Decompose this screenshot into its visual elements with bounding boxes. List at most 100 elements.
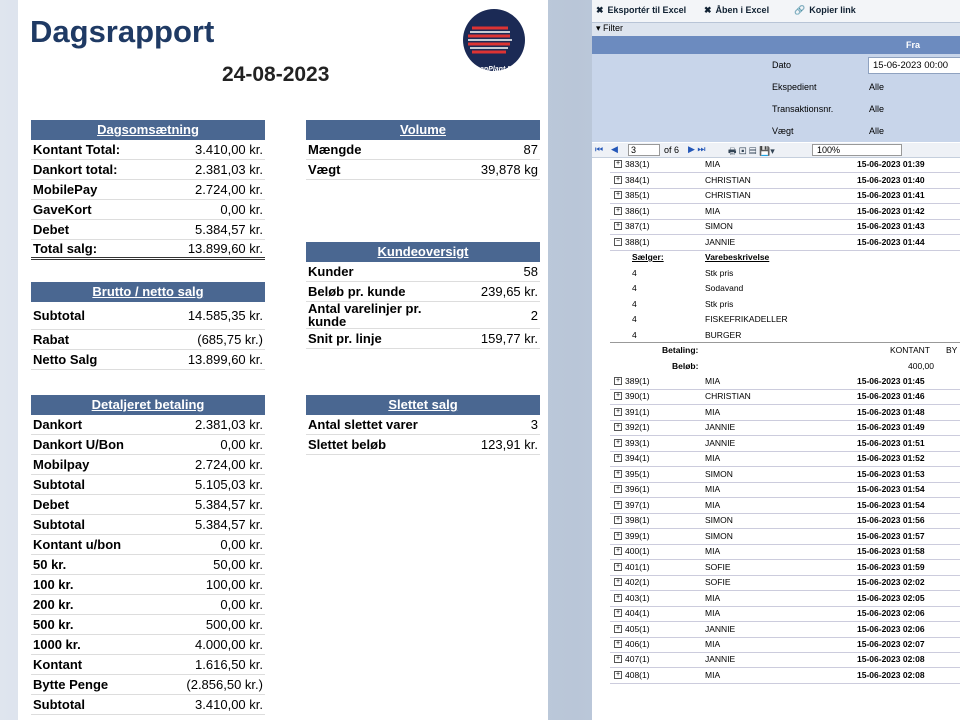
row-id: 390(1) [625, 391, 650, 402]
expand-toggle[interactable]: + [614, 377, 622, 385]
row-id: 391(1) [625, 406, 650, 417]
row-id: 384(1) [625, 174, 650, 185]
report-row: Subtotal 5.105,03 kr. [31, 475, 265, 495]
pager-button[interactable]: ▶ ⏭ [688, 144, 706, 154]
row-value: 100,00 kr. [205, 577, 263, 592]
row-value: 5.384,57 kr. [195, 497, 263, 512]
expand-toggle[interactable]: + [614, 670, 622, 679]
row-separator [610, 528, 960, 530]
expand-toggle[interactable]: + [614, 392, 622, 401]
report-row: 500 kr. 500,00 kr. [31, 615, 265, 635]
row-id: 385(1) [625, 190, 650, 200]
row-value: 2.724,00 kr. [195, 457, 263, 472]
row-time: 15-06-2023 02:06 [857, 623, 925, 634]
expand-toggle[interactable]: + [614, 547, 622, 556]
detail-header: Sælger: [632, 252, 664, 262]
logo-text: ScanPlant Nd [471, 66, 517, 73]
report-row: Rabat (685,75 kr.) [31, 330, 265, 350]
report-row: Bytte Penge (2.856,50 kr.) [31, 675, 265, 695]
report-row: Dankort U/Bon 0,00 kr. [31, 435, 265, 455]
row-value: 13.899,60 kr. [187, 352, 263, 367]
report-row: Subtotal 3.410,00 kr. [31, 695, 265, 715]
filter-bar[interactable]: ▾ Filter [592, 22, 960, 36]
row-label: Antal slettet varer [308, 417, 418, 432]
list-row: +396(1) MIA 15-06-2023 01:54 [592, 484, 960, 499]
expand-toggle[interactable]: + [614, 639, 622, 648]
expand-toggle[interactable]: + [614, 500, 622, 509]
report-row: Dankort 2.381,03 kr. [31, 415, 265, 435]
expand-toggle[interactable]: + [614, 516, 622, 525]
expand-toggle[interactable]: + [614, 206, 622, 215]
toolbar-button[interactable]: ✖ Eksportér til Excel [596, 5, 686, 16]
expand-toggle[interactable]: + [614, 578, 622, 587]
row-name: MIA [705, 376, 721, 386]
item-qty: 4 [632, 267, 637, 278]
row-id: 392(1) [625, 422, 650, 433]
row-label: Dankort [33, 417, 83, 432]
icon: ✖ [596, 5, 604, 15]
row-time: 15-06-2023 01:43 [857, 221, 925, 231]
toolbar-button[interactable]: 🔗 Kopier link [794, 5, 856, 16]
report-title: Dagsrapport [30, 14, 215, 49]
list-row: +406(1) MIA 15-06-2023 02:07 [592, 639, 960, 654]
expand-toggle[interactable]: + [614, 469, 622, 478]
pager-button[interactable]: ⏮ [595, 144, 604, 154]
page-input[interactable]: 3 [628, 144, 660, 156]
expand-toggle[interactable]: + [614, 438, 622, 447]
expand-toggle[interactable]: + [614, 191, 622, 199]
row-label: Kontant u/bon [33, 537, 122, 552]
logo: ScanPlant Nd [463, 9, 525, 73]
expand-toggle[interactable]: + [614, 222, 622, 230]
toolbar-button[interactable]: ✖ Åben i Excel [704, 5, 769, 16]
row-id: 389(1) [625, 376, 650, 386]
row-value: 5.384,57 kr. [195, 517, 263, 532]
expand-toggle[interactable]: + [614, 454, 622, 463]
row-label: Mobilpay [33, 457, 90, 472]
button-label: Kopier link [809, 5, 856, 15]
expand-toggle[interactable]: + [614, 160, 622, 168]
expand-toggle[interactable]: + [614, 562, 622, 571]
row-id: 393(1) [625, 437, 650, 448]
row-time: 15-06-2023 02:08 [857, 654, 925, 665]
icon: ✖ [704, 5, 712, 15]
report-section: Brutto / netto salg Subtotal 14.585,35 kr.… [31, 282, 265, 370]
pager-button[interactable]: ◀ [611, 144, 618, 154]
row-value: 5.384,57 kr. [195, 222, 263, 237]
row-value: 14.585,35 kr. [187, 308, 263, 323]
row-id: 397(1) [625, 499, 650, 510]
row-separator [610, 559, 960, 561]
expand-toggle[interactable]: + [614, 624, 622, 633]
expand-toggle[interactable]: + [614, 593, 622, 602]
row-name: MIA [705, 205, 721, 216]
expand-toggle[interactable]: + [614, 609, 622, 618]
expand-toggle[interactable]: + [614, 531, 622, 540]
row-id: 408(1) [625, 669, 650, 680]
expand-toggle[interactable]: − [614, 237, 622, 246]
toolbar-icons[interactable]: 🖶 ▣ ▤ 💾▾ [728, 146, 775, 156]
row-label: Antal varelinjer pr. kunde [308, 301, 422, 329]
row-label: Subtotal [33, 477, 85, 492]
report-date: 24-08-2023 [222, 63, 330, 86]
row-separator [610, 404, 960, 406]
row-name: MIA [705, 484, 721, 495]
row-name: MIA [705, 499, 721, 510]
expand-toggle[interactable]: + [614, 175, 622, 184]
item-qty: 4 [632, 329, 637, 340]
row-label: Beløb pr. kunde [308, 284, 406, 299]
row-id: 386(1) [625, 205, 650, 216]
expand-toggle[interactable]: + [614, 407, 622, 416]
row-id: 388(1) [625, 236, 650, 247]
item-name: FISKEFRIKADELLER [705, 314, 788, 324]
row-time: 15-06-2023 01:57 [857, 530, 925, 541]
row-name: MIA [705, 406, 721, 417]
row-label: Debet [33, 497, 70, 512]
filter-value[interactable]: 15-06-2023 00:00 [868, 57, 960, 74]
row-separator [610, 187, 960, 189]
row-value: 5.105,03 kr. [195, 477, 263, 492]
amount-value: 400,00 [908, 360, 934, 371]
expand-toggle[interactable]: + [614, 423, 622, 432]
report-row: MobilePay 2.724,00 kr. [31, 180, 265, 200]
expand-toggle[interactable]: + [614, 485, 622, 494]
zoom[interactable]: 100% [812, 144, 902, 156]
expand-toggle[interactable]: + [614, 655, 622, 664]
